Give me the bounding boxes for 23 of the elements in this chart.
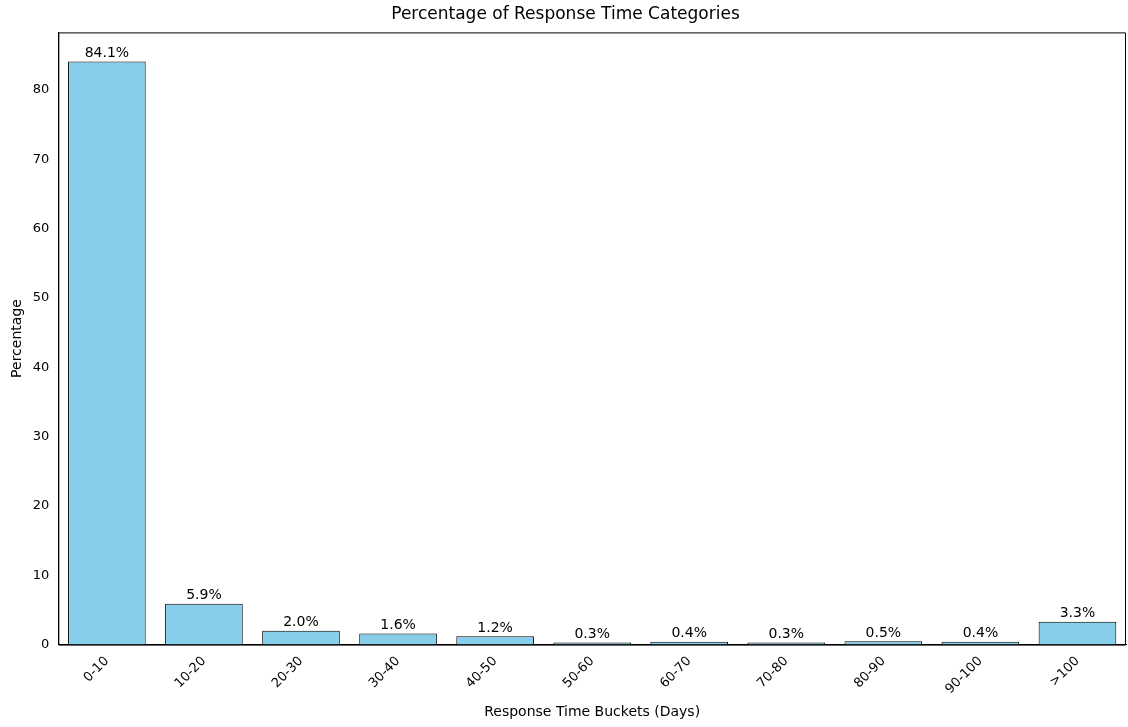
- data-label: 0.4%: [962, 624, 999, 641]
- chart-title: Percentage of Response Time Categories: [391, 2, 740, 23]
- data-label: 1.2%: [477, 618, 513, 635]
- data-label: 5.9%: [186, 586, 222, 603]
- data-label: 84.1%: [84, 44, 130, 61]
- data-label: 0.5%: [865, 623, 902, 640]
- y-tick-label: 30: [32, 427, 50, 443]
- data-label: 0.3%: [768, 625, 805, 642]
- data-label: 0.3%: [574, 625, 610, 642]
- y-tick-label: 70: [32, 150, 50, 166]
- data-label: 0.4%: [671, 624, 708, 641]
- y-tick-label: 50: [32, 289, 50, 305]
- y-tick-label: 20: [32, 497, 50, 513]
- x-axis-title: Response Time Buckets (Days): [484, 703, 701, 720]
- y-tick-label: 80: [32, 81, 50, 97]
- data-label: 3.3%: [1059, 604, 1096, 621]
- data-label: 1.6%: [380, 616, 416, 633]
- data-label: 2.0%: [283, 613, 319, 630]
- y-tick-label: 60: [32, 219, 50, 235]
- y-axis-title: Percentage: [8, 299, 25, 378]
- y-tick-label: 40: [32, 358, 50, 374]
- y-tick-label: 10: [32, 566, 50, 582]
- y-tick-label: 0: [41, 635, 50, 651]
